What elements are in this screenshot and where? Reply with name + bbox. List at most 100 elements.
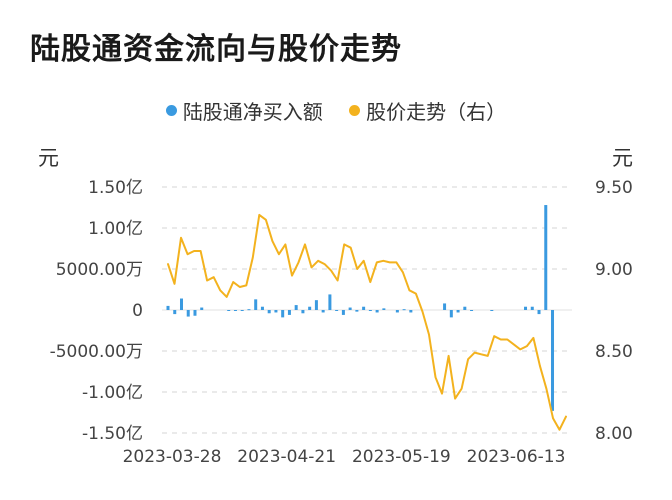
price-point[interactable] [401, 270, 405, 274]
flow-bar[interactable] [449, 310, 453, 318]
flow-bar[interactable] [193, 310, 197, 316]
flow-bar[interactable] [227, 310, 231, 311]
flow-bar[interactable] [179, 298, 183, 310]
flow-bar[interactable] [544, 205, 548, 310]
flow-bar[interactable] [254, 299, 258, 310]
price-point[interactable] [538, 364, 542, 368]
price-point[interactable] [342, 242, 346, 246]
flow-bar[interactable] [294, 305, 298, 310]
price-point[interactable] [355, 267, 359, 271]
price-point[interactable] [290, 274, 294, 278]
price-point[interactable] [238, 285, 242, 289]
price-point[interactable] [460, 387, 464, 391]
flow-bar[interactable] [463, 306, 467, 310]
price-point[interactable] [440, 392, 444, 396]
price-point[interactable] [414, 292, 418, 296]
flow-bar[interactable] [233, 310, 237, 311]
price-point[interactable] [447, 354, 451, 358]
price-point[interactable] [564, 415, 568, 419]
price-point[interactable] [505, 338, 509, 342]
flow-bar[interactable] [314, 300, 318, 310]
price-point[interactable] [303, 242, 307, 246]
flow-bar[interactable] [186, 310, 190, 317]
price-point[interactable] [453, 397, 457, 401]
price-point[interactable] [525, 344, 529, 348]
price-point[interactable] [264, 218, 268, 222]
flow-bar[interactable] [267, 310, 271, 314]
price-point[interactable] [557, 428, 561, 432]
price-point[interactable] [270, 239, 274, 243]
price-point[interactable] [375, 260, 379, 264]
price-point[interactable] [192, 249, 196, 253]
price-point[interactable] [231, 280, 235, 284]
price-point[interactable] [486, 354, 490, 358]
price-point[interactable] [544, 387, 548, 391]
flow-bar[interactable] [341, 310, 345, 315]
price-point[interactable] [407, 288, 411, 292]
flow-bar[interactable] [382, 308, 386, 310]
flow-bar[interactable] [240, 310, 244, 311]
flow-bar[interactable] [247, 309, 251, 311]
price-point[interactable] [329, 269, 333, 273]
price-point[interactable] [277, 252, 281, 256]
flow-bar[interactable] [308, 306, 312, 310]
price-point[interactable] [388, 260, 392, 264]
price-point[interactable] [186, 252, 190, 256]
price-point[interactable] [316, 259, 320, 263]
price-point[interactable] [381, 259, 385, 263]
legend-item-line[interactable]: 股价走势（右） [349, 96, 506, 125]
flow-bar[interactable] [402, 309, 406, 311]
flow-bar[interactable] [530, 306, 534, 310]
price-point[interactable] [518, 347, 522, 351]
flow-bar[interactable] [490, 310, 494, 311]
flow-bar[interactable] [395, 310, 399, 313]
price-point[interactable] [473, 351, 477, 355]
flow-bar[interactable] [355, 310, 359, 312]
flow-bar[interactable] [173, 310, 177, 315]
price-point[interactable] [492, 334, 496, 338]
price-point[interactable] [420, 310, 424, 314]
price-line[interactable] [167, 213, 567, 431]
price-point[interactable] [349, 246, 353, 250]
flow-bar[interactable] [524, 306, 528, 310]
price-point[interactable] [296, 260, 300, 264]
flow-bar[interactable] [368, 310, 372, 311]
price-point[interactable] [362, 259, 366, 263]
price-point[interactable] [218, 288, 222, 292]
flow-bar[interactable] [409, 310, 413, 313]
price-point[interactable] [179, 236, 183, 240]
price-point[interactable] [368, 280, 372, 284]
price-point[interactable] [479, 352, 483, 356]
price-point[interactable] [512, 342, 516, 346]
flow-bar[interactable] [470, 310, 474, 311]
flow-bar[interactable] [166, 305, 170, 310]
price-point[interactable] [173, 282, 177, 286]
price-point[interactable] [531, 336, 535, 340]
price-point[interactable] [499, 338, 503, 342]
price-point[interactable] [205, 278, 209, 282]
price-point[interactable] [434, 375, 438, 379]
price-point[interactable] [225, 295, 229, 299]
price-point[interactable] [212, 275, 216, 279]
flow-bar[interactable] [551, 310, 555, 411]
price-point[interactable] [166, 262, 170, 266]
price-point[interactable] [310, 265, 314, 269]
price-point[interactable] [427, 333, 431, 337]
flow-bar[interactable] [443, 303, 447, 310]
price-point[interactable] [394, 260, 398, 264]
flow-bar[interactable] [375, 310, 379, 313]
flow-bar[interactable] [362, 306, 366, 310]
flow-bar[interactable] [287, 310, 291, 315]
flow-bar[interactable] [537, 310, 541, 315]
flow-bar[interactable] [281, 310, 285, 318]
flow-bar[interactable] [335, 310, 339, 311]
price-point[interactable] [244, 283, 248, 287]
flow-bar[interactable] [274, 310, 278, 313]
flow-bar[interactable] [260, 306, 264, 310]
flow-bar[interactable] [328, 294, 332, 310]
flow-bar[interactable] [301, 310, 305, 314]
legend-item-bars[interactable]: 陆股通净买入额 [165, 96, 323, 125]
flow-bar[interactable] [456, 310, 460, 313]
flow-bar[interactable] [321, 310, 325, 313]
price-point[interactable] [257, 213, 261, 217]
